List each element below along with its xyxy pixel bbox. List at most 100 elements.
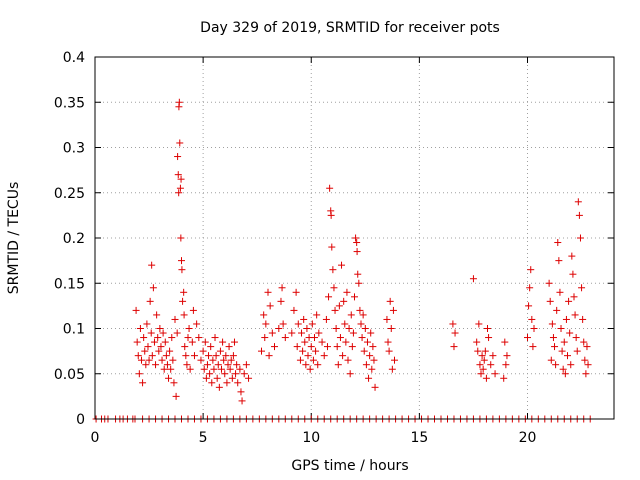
data-point	[581, 356, 589, 364]
data-point	[388, 365, 396, 373]
data-point	[365, 374, 373, 382]
data-point	[224, 361, 232, 369]
data-point	[213, 374, 221, 382]
data-point	[148, 352, 156, 360]
data-point	[582, 370, 590, 378]
data-point	[258, 347, 266, 355]
data-point	[180, 288, 188, 296]
data-point	[555, 257, 563, 265]
data-point	[481, 347, 489, 355]
y-tick-label: 0	[76, 412, 85, 428]
data-point	[326, 184, 334, 192]
data-point	[359, 311, 367, 319]
data-point	[369, 343, 377, 351]
data-point	[294, 320, 302, 328]
data-point	[233, 361, 241, 369]
data-point	[181, 343, 189, 351]
data-point	[170, 379, 178, 387]
data-point	[292, 288, 300, 296]
data-point	[329, 266, 337, 274]
data-point	[304, 352, 312, 360]
data-point	[391, 356, 399, 364]
data-point	[177, 175, 185, 183]
data-point	[477, 370, 485, 378]
data-point	[278, 284, 286, 292]
data-point	[485, 334, 493, 342]
data-point	[162, 352, 170, 360]
y-tick-label: 0.05	[54, 367, 85, 383]
data-point	[179, 297, 187, 305]
data-point	[366, 352, 374, 360]
data-point	[176, 184, 184, 192]
x-tick-label: 20	[519, 430, 537, 446]
data-point	[232, 370, 240, 378]
data-point	[216, 347, 224, 355]
data-point	[147, 329, 155, 337]
data-point	[298, 329, 306, 337]
data-point	[574, 198, 582, 206]
data-point	[548, 320, 556, 328]
data-point	[155, 347, 163, 355]
chart-title: Day 329 of 2019, SRMTID for receiver pot…	[200, 20, 500, 36]
data-point	[157, 343, 165, 351]
data-point	[223, 379, 231, 387]
data-point	[195, 334, 203, 342]
data-point	[261, 334, 269, 342]
data-point	[262, 320, 270, 328]
data-point	[143, 320, 151, 328]
data-point	[133, 338, 141, 346]
data-point	[469, 275, 477, 283]
data-point	[357, 320, 365, 328]
data-point	[229, 352, 237, 360]
data-point	[290, 306, 298, 314]
data-point	[209, 356, 217, 364]
data-point	[277, 297, 285, 305]
data-point	[500, 374, 508, 382]
data-point	[527, 266, 535, 274]
data-point	[205, 352, 213, 360]
x-tick-label: 10	[302, 430, 320, 446]
data-point	[325, 293, 333, 301]
data-point	[302, 361, 310, 369]
data-point	[583, 343, 591, 351]
data-point	[307, 343, 315, 351]
data-point	[579, 315, 587, 323]
data-point	[220, 356, 228, 364]
data-point	[142, 361, 150, 369]
data-point	[479, 365, 487, 373]
data-point	[208, 379, 216, 387]
data-point	[562, 315, 570, 323]
data-point	[570, 293, 578, 301]
data-point	[184, 334, 192, 342]
data-point	[389, 306, 397, 314]
data-point	[135, 370, 143, 378]
axis-ticks: 0 0.05 0.1 0.15 0.2 0.25 0.3 0.35 0.4 0 5 10 15 20	[54, 50, 614, 446]
data-point	[568, 252, 576, 260]
data-point	[175, 189, 183, 197]
data-point	[569, 270, 577, 278]
x-tick-label: 15	[410, 430, 428, 446]
data-point	[503, 352, 511, 360]
data-point	[238, 397, 246, 405]
data-point	[360, 347, 368, 355]
data-point	[227, 356, 235, 364]
data-point	[308, 320, 316, 328]
data-point	[384, 338, 392, 346]
data-point	[176, 139, 184, 147]
data-point	[387, 325, 395, 332]
data-point	[212, 352, 220, 360]
data-point	[202, 374, 210, 382]
data-point	[177, 234, 185, 242]
data-point	[545, 279, 553, 287]
data-point	[334, 361, 342, 369]
data-point	[530, 325, 538, 332]
data-point	[221, 370, 229, 378]
data-point	[190, 352, 198, 360]
data-point	[352, 234, 360, 242]
data-point	[489, 352, 497, 360]
data-point	[580, 338, 588, 346]
data-point	[332, 325, 340, 332]
data-point	[230, 338, 238, 346]
data-point	[234, 379, 242, 387]
data-point	[180, 311, 188, 319]
